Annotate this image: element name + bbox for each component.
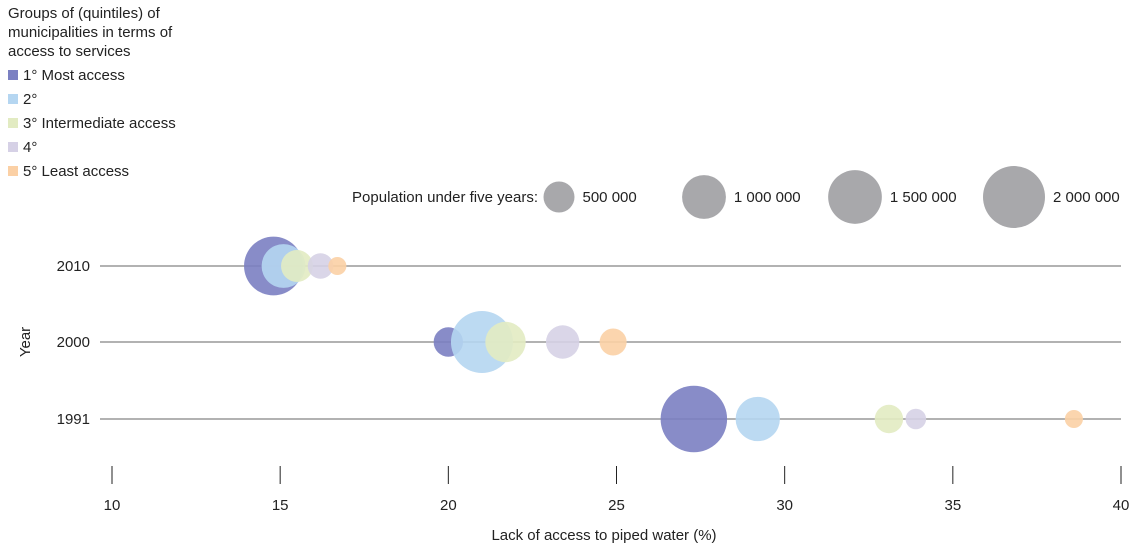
size-legend-value: 1 500 000	[890, 189, 957, 206]
legend-swatch	[8, 70, 18, 80]
legend-item-4: 4°	[8, 135, 208, 159]
size-legend-circle	[983, 166, 1045, 228]
x-tick-label: 30	[776, 497, 793, 514]
size-legend: Population under five years: 500 000 1 00…	[352, 166, 1120, 228]
legend-label: 1° Most access	[23, 66, 125, 84]
x-tick-label: 25	[608, 497, 625, 514]
size-legend-circle	[682, 175, 726, 219]
bubbles	[244, 236, 1083, 453]
legend-label: 4°	[23, 138, 38, 156]
size-legend-value: 2 000 000	[1053, 189, 1120, 206]
legend-swatch	[8, 142, 18, 152]
size-legend-value: 1 000 000	[734, 189, 801, 206]
legend-label: 2°	[23, 90, 38, 108]
bubble	[905, 408, 927, 430]
x-axis: 10 15 20 25 30 35 40	[104, 466, 1130, 514]
legend-item-1: 1° Most access	[8, 63, 208, 87]
bubble	[660, 385, 728, 453]
x-tick-label: 15	[272, 497, 289, 514]
y-tick-label: 2000	[57, 334, 90, 351]
x-tick-label: 20	[440, 497, 457, 514]
y-tick-label: 2010	[57, 258, 90, 275]
x-axis-label: Lack of access to piped water (%)	[491, 527, 716, 544]
x-tick-label: 35	[944, 497, 961, 514]
size-legend-circle	[828, 170, 882, 224]
legend-item-3: 3° Intermediate access	[8, 111, 208, 135]
legend-swatch	[8, 118, 18, 128]
legend-label: 3° Intermediate access	[23, 114, 176, 132]
legend-swatch	[8, 94, 18, 104]
group-legend: Groups of (quintiles) of municipalities …	[8, 4, 208, 183]
size-legend-circle	[543, 181, 575, 213]
bubble	[1064, 409, 1083, 429]
x-tick-label: 10	[104, 497, 121, 514]
legend-item-2: 2°	[8, 87, 208, 111]
year-lines: 2010 2000 1991	[57, 258, 1121, 428]
bubble	[874, 404, 904, 434]
legend-item-5: 5° Least access	[8, 159, 208, 183]
bubble	[599, 328, 627, 356]
bubble	[307, 253, 334, 279]
y-axis-label: Year	[17, 327, 34, 357]
size-legend-value: 500 000	[583, 189, 637, 206]
legend-label: 5° Least access	[23, 162, 130, 180]
bubble	[328, 256, 347, 276]
y-tick-label: 1991	[57, 411, 90, 428]
size-legend-label: Population under five years:	[352, 189, 538, 206]
x-tick-label: 40	[1113, 497, 1130, 514]
bubble	[735, 396, 780, 442]
legend-title: Groups of (quintiles) of municipalities …	[8, 5, 173, 60]
bubble	[281, 250, 313, 282]
bubble	[545, 325, 580, 359]
bubble	[485, 321, 526, 363]
legend-swatch	[8, 166, 18, 176]
